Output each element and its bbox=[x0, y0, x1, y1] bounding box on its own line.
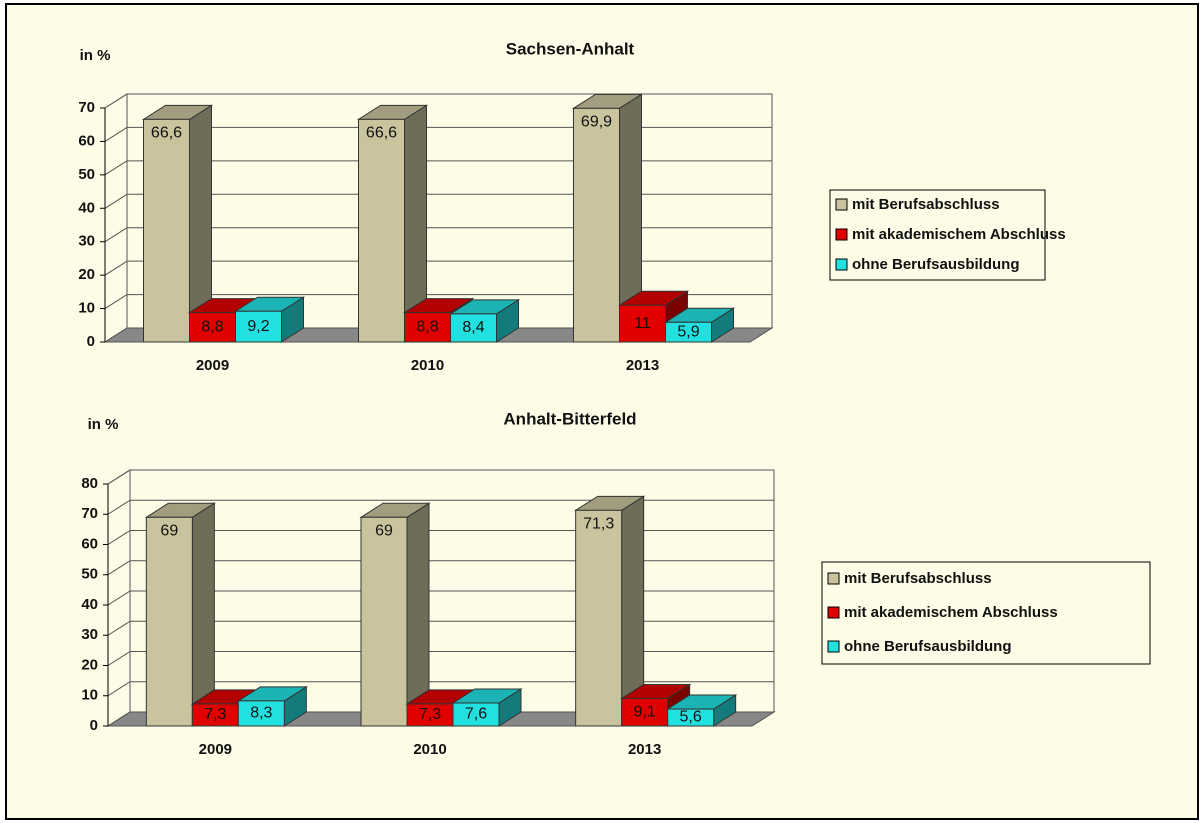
y-tick-label: 30 bbox=[81, 626, 98, 643]
bar bbox=[452, 702, 500, 727]
y-tick-label: 0 bbox=[90, 717, 98, 734]
data-label: 71,3 bbox=[583, 516, 614, 533]
legend-swatch bbox=[835, 198, 848, 211]
grid-line-side bbox=[107, 681, 131, 697]
grid-line-side bbox=[107, 711, 131, 727]
data-label: 66,6 bbox=[151, 125, 182, 142]
legend-swatch bbox=[827, 606, 840, 619]
data-label: 7,3 bbox=[419, 706, 441, 723]
bar bbox=[450, 313, 497, 343]
y-tick-label: 20 bbox=[78, 266, 95, 283]
bar bbox=[360, 516, 408, 727]
chart-title: Anhalt-Bitterfeld bbox=[503, 409, 636, 428]
y-tick-label: 40 bbox=[78, 199, 95, 216]
legend-label: mit Berufsabschluss bbox=[852, 196, 1000, 213]
bar bbox=[619, 304, 666, 343]
y-tick-label: 30 bbox=[78, 233, 95, 250]
y-tick-label: 50 bbox=[78, 166, 95, 183]
legend-swatch bbox=[835, 258, 848, 271]
bar bbox=[235, 310, 282, 343]
bar bbox=[573, 107, 620, 343]
legend-label: mit akademischem Abschluss bbox=[852, 226, 1066, 243]
x-tick-label: 2009 bbox=[199, 741, 232, 758]
bar bbox=[621, 697, 669, 727]
y-tick-label: 70 bbox=[78, 99, 95, 116]
legend-label: ohne Berufsausbildung bbox=[844, 638, 1012, 655]
side-wall bbox=[104, 93, 128, 343]
legend-label: mit Berufsabschluss bbox=[844, 570, 992, 587]
data-label: 8,3 bbox=[250, 705, 272, 722]
data-label: 8,4 bbox=[462, 319, 484, 336]
grid-line-side bbox=[104, 227, 128, 243]
grid-line-side bbox=[107, 620, 131, 636]
y-tick-label: 60 bbox=[78, 132, 95, 149]
grid-line-side bbox=[107, 499, 131, 515]
data-label: 5,9 bbox=[677, 323, 699, 340]
legend-swatch bbox=[835, 228, 848, 241]
grid-line-side bbox=[107, 469, 131, 485]
data-label: 69,9 bbox=[581, 114, 612, 131]
grid-line-side bbox=[107, 590, 131, 606]
legend-swatch bbox=[827, 640, 840, 653]
grid-line-side bbox=[107, 530, 131, 545]
y-tick-label: 20 bbox=[81, 656, 98, 673]
y-tick-label: 70 bbox=[81, 505, 98, 522]
back-wall bbox=[126, 93, 773, 329]
y-tick-label: 40 bbox=[81, 596, 98, 613]
bar bbox=[237, 700, 285, 727]
data-label: 8,8 bbox=[416, 319, 438, 336]
data-label: 69 bbox=[160, 522, 178, 539]
x-tick-label: 2013 bbox=[628, 741, 661, 758]
data-label: 66,6 bbox=[366, 125, 397, 142]
grid-line-side bbox=[104, 127, 128, 142]
y-axis-label: in % bbox=[80, 47, 111, 64]
chart-title: Sachsen-Anhalt bbox=[506, 39, 635, 58]
x-tick-label: 2010 bbox=[413, 741, 446, 758]
x-tick-label: 2009 bbox=[196, 357, 229, 374]
legend-label: mit akademischem Abschluss bbox=[844, 604, 1058, 621]
bar bbox=[143, 118, 190, 343]
data-label: 5,6 bbox=[680, 709, 702, 726]
grid-line-side bbox=[104, 327, 128, 343]
bar bbox=[358, 118, 405, 343]
grid-line-side bbox=[104, 160, 128, 176]
data-label: 8,8 bbox=[201, 319, 223, 336]
grid-line-side bbox=[104, 193, 128, 209]
legend-box bbox=[829, 189, 1046, 281]
legend-label: ohne Berufsausbildung bbox=[852, 256, 1020, 273]
bar bbox=[667, 708, 715, 727]
data-label: 69 bbox=[375, 522, 393, 539]
grid-line-side bbox=[104, 93, 128, 109]
bar bbox=[665, 321, 712, 343]
y-tick-label: 10 bbox=[78, 300, 95, 317]
legend-box bbox=[821, 561, 1151, 665]
bar bbox=[575, 509, 623, 727]
grid-line-side bbox=[104, 260, 128, 276]
y-axis-label: in % bbox=[88, 416, 119, 433]
data-label: 7,3 bbox=[204, 706, 226, 723]
y-tick-label: 60 bbox=[81, 535, 98, 552]
grid-line-side bbox=[107, 651, 131, 666]
x-tick-label: 2013 bbox=[626, 357, 659, 374]
data-label: 11 bbox=[634, 315, 651, 332]
bar bbox=[145, 516, 193, 727]
y-tick-label: 80 bbox=[81, 475, 98, 492]
y-tick-label: 10 bbox=[81, 687, 98, 704]
legend-swatch bbox=[827, 572, 840, 585]
x-tick-label: 2010 bbox=[411, 357, 444, 374]
grid-line-side bbox=[104, 294, 128, 309]
y-tick-label: 50 bbox=[81, 566, 98, 583]
data-label: 7,6 bbox=[465, 706, 487, 723]
data-label: 9,1 bbox=[634, 703, 656, 720]
data-label: 9,2 bbox=[247, 318, 269, 335]
grid-line-side bbox=[107, 560, 131, 576]
y-tick-label: 0 bbox=[87, 333, 95, 350]
bar bbox=[404, 312, 451, 343]
